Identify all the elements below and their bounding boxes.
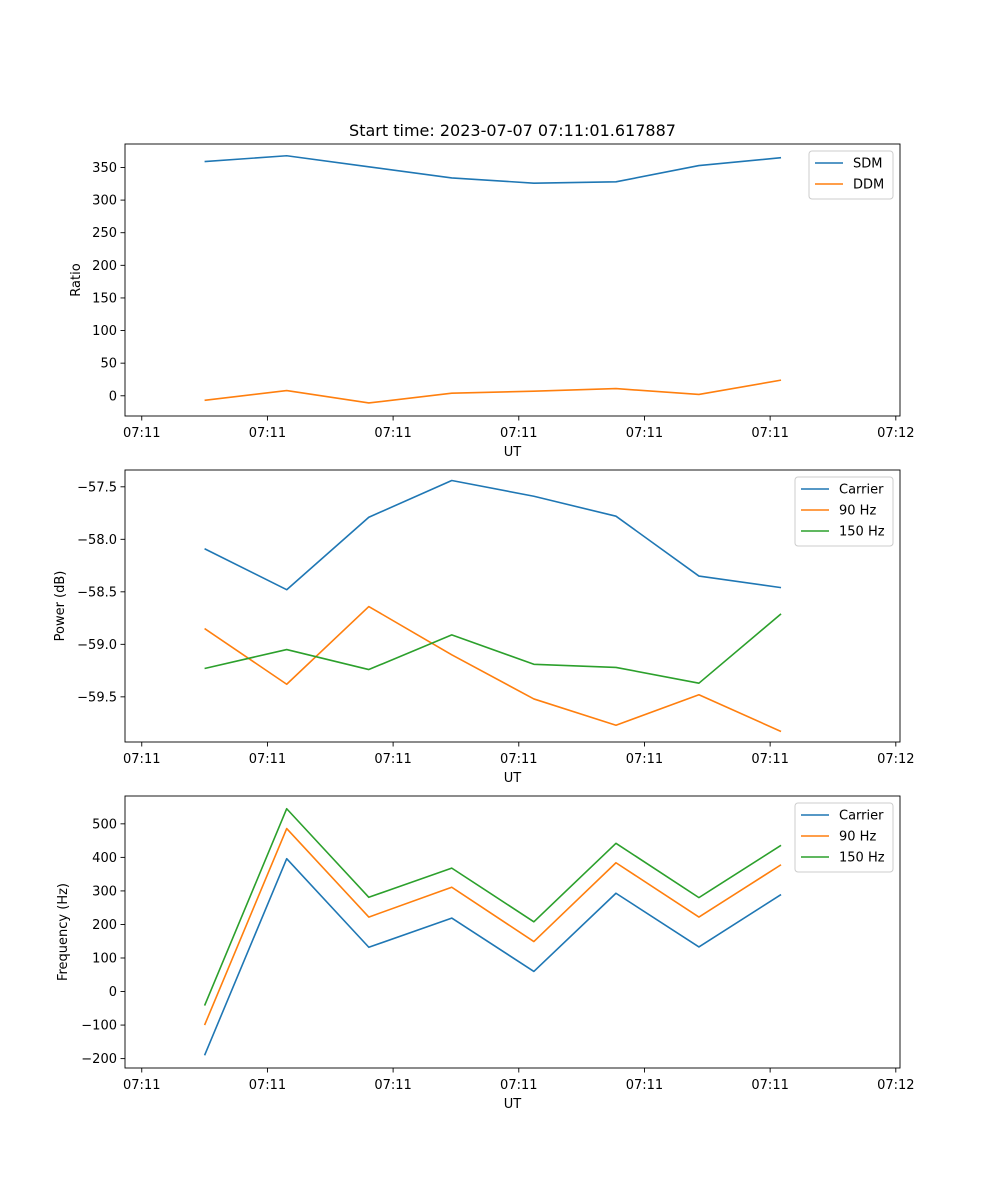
x-tick-label: 07:11 [249, 752, 286, 767]
series-line-sdm [204, 154, 782, 184]
y-tick-label: −58.5 [77, 585, 117, 600]
legend-label-90-hz: 90 Hz [839, 830, 876, 845]
series-line-carrier [204, 479, 782, 591]
x-tick-label: 07:12 [877, 1078, 914, 1093]
x-tick-label: 07:11 [626, 1078, 663, 1093]
x-tick-label: 07:11 [374, 426, 411, 441]
x-tick-label: 07:11 [123, 1078, 160, 1093]
x-tick-label: 07:11 [751, 426, 788, 441]
x-tick-label: 07:12 [877, 752, 914, 767]
y-tick-label: 50 [100, 357, 117, 372]
series-line-ddm [204, 379, 782, 404]
y-tick-label: 100 [92, 324, 117, 339]
x-tick-label: 07:12 [877, 426, 914, 441]
y-tick-label: 250 [92, 226, 117, 241]
legend-label-carrier: Carrier [839, 483, 884, 498]
x-tick-label: 07:11 [751, 1078, 788, 1093]
chart-panel-1: 07:11 07:11 07:11 07:11 07:11 07:11 07:12 0 50 10… [69, 143, 915, 460]
series-line-90-hz [204, 605, 782, 733]
series-line-150-hz [204, 613, 782, 684]
x-tick-label: 07:11 [500, 426, 537, 441]
x-axis-label: UT [504, 445, 522, 460]
legend: SDM DDM [808, 150, 894, 200]
y-tick-label: 300 [92, 194, 117, 209]
x-tick-label: 07:11 [374, 752, 411, 767]
y-tick-label: 0 [109, 985, 117, 1000]
figure-title: Start time: 2023-07-07 07:11:01.617887 [349, 121, 676, 140]
legend-box [794, 476, 894, 547]
y-tick-label: 100 [92, 951, 117, 966]
chart-panel-2: 07:11 07:11 07:11 07:11 07:11 07:11 07:12 −59.5… [53, 469, 915, 786]
axes-frame [124, 143, 901, 417]
legend-label-ddm: DDM [853, 178, 884, 193]
y-tick-label: 150 [92, 291, 117, 306]
x-axis-label: UT [504, 1097, 522, 1112]
x-tick-label: 07:11 [374, 1078, 411, 1093]
x-tick-label: 07:11 [626, 752, 663, 767]
legend: Carrier 90 Hz 150 Hz [794, 476, 894, 547]
legend-label-150-hz: 150 Hz [839, 851, 885, 866]
legend-label-90-hz: 90 Hz [839, 504, 876, 519]
x-tick-label: 07:11 [500, 1078, 537, 1093]
y-tick-label: 300 [92, 884, 117, 899]
y-tick-label: 350 [92, 161, 117, 176]
y-tick-label: −200 [81, 1052, 117, 1067]
y-axis-label: Frequency (Hz) [56, 883, 71, 981]
x-tick-label: 07:11 [123, 426, 160, 441]
x-tick-label: 07:11 [123, 752, 160, 767]
y-axis-label: Power (dB) [53, 571, 68, 642]
x-tick-label: 07:11 [249, 426, 286, 441]
x-axis-label: UT [504, 771, 522, 786]
y-tick-label: −58.0 [77, 533, 117, 548]
legend-label-sdm: SDM [853, 157, 882, 172]
legend-box [794, 802, 894, 873]
x-tick-label: 07:11 [500, 752, 537, 767]
x-tick-label: 07:11 [751, 752, 788, 767]
y-tick-label: 0 [109, 389, 117, 404]
y-tick-label: −57.5 [77, 480, 117, 495]
y-axis-label: Ratio [69, 263, 84, 296]
y-tick-label: −100 [81, 1019, 117, 1034]
series-line-150-hz [203, 807, 782, 1006]
series-line-carrier [203, 857, 782, 1056]
y-tick-label: −59.5 [77, 690, 117, 705]
chart-panel-3: 07:11 07:11 07:11 07:11 07:11 07:11 07:12 −200 −… [56, 795, 915, 1112]
x-tick-label: 07:11 [249, 1078, 286, 1093]
y-tick-label: 200 [92, 259, 117, 274]
y-tick-label: 500 [92, 817, 117, 832]
legend: Carrier 90 Hz 150 Hz [794, 802, 894, 873]
y-tick-label: 200 [92, 918, 117, 933]
y-tick-label: −59.0 [77, 638, 117, 653]
axes-frame [124, 469, 901, 743]
y-tick-label: 400 [92, 851, 117, 866]
charts-container: 07:11 07:11 07:11 07:11 07:11 07:11 07:12 0 50 10… [53, 143, 915, 1112]
legend-label-carrier: Carrier [839, 809, 884, 824]
series-line-90-hz [203, 827, 782, 1026]
axes-frame [124, 795, 901, 1069]
x-tick-label: 07:11 [626, 426, 663, 441]
legend-label-150-hz: 150 Hz [839, 525, 885, 540]
